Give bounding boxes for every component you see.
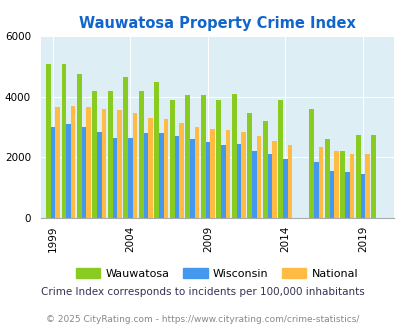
Legend: Wauwatosa, Wisconsin, National: Wauwatosa, Wisconsin, National <box>71 263 362 283</box>
Bar <box>123 77 128 218</box>
Bar <box>271 141 276 218</box>
Bar <box>241 132 245 218</box>
Bar <box>179 122 183 218</box>
Bar <box>364 154 369 218</box>
Bar <box>309 109 313 218</box>
Bar <box>117 111 121 218</box>
Bar <box>247 114 252 218</box>
Bar <box>329 171 333 218</box>
Bar <box>221 145 225 218</box>
Bar <box>333 151 338 218</box>
Bar <box>154 82 159 218</box>
Bar <box>139 91 143 218</box>
Text: © 2025 CityRating.com - https://www.cityrating.com/crime-statistics/: © 2025 CityRating.com - https://www.city… <box>46 315 359 324</box>
Bar <box>231 94 236 218</box>
Bar <box>170 100 174 218</box>
Bar <box>236 144 241 218</box>
Bar <box>339 151 344 218</box>
Bar <box>62 63 66 218</box>
Bar <box>210 129 214 218</box>
Bar <box>355 135 360 218</box>
Bar <box>46 63 51 218</box>
Bar <box>132 114 137 218</box>
Bar <box>159 133 163 218</box>
Text: Crime Index corresponds to incidents per 100,000 inhabitants: Crime Index corresponds to incidents per… <box>41 287 364 297</box>
Bar <box>55 107 60 218</box>
Bar <box>174 136 179 218</box>
Bar <box>86 107 91 218</box>
Bar <box>225 130 230 218</box>
Bar <box>252 151 256 218</box>
Bar <box>128 138 132 218</box>
Bar <box>81 127 86 218</box>
Bar <box>190 139 194 218</box>
Bar <box>148 118 153 218</box>
Bar <box>97 132 102 218</box>
Title: Wauwatosa Property Crime Index: Wauwatosa Property Crime Index <box>79 16 355 31</box>
Bar <box>143 133 148 218</box>
Bar <box>256 136 261 218</box>
Bar <box>102 109 106 218</box>
Bar <box>344 172 349 218</box>
Bar <box>194 127 199 218</box>
Bar <box>51 127 55 218</box>
Bar <box>267 154 271 218</box>
Bar <box>77 74 81 218</box>
Bar <box>200 95 205 218</box>
Bar <box>205 142 210 218</box>
Bar <box>318 147 322 218</box>
Bar <box>185 95 190 218</box>
Bar <box>324 139 329 218</box>
Bar <box>216 100 221 218</box>
Bar <box>112 138 117 218</box>
Bar <box>70 106 75 218</box>
Bar <box>92 91 97 218</box>
Bar <box>66 124 70 218</box>
Bar <box>371 135 375 218</box>
Bar <box>262 121 267 218</box>
Bar <box>108 91 112 218</box>
Bar <box>278 100 282 218</box>
Bar <box>163 119 168 218</box>
Bar <box>282 159 287 218</box>
Bar <box>287 145 292 218</box>
Bar <box>349 154 354 218</box>
Bar <box>360 174 364 218</box>
Bar <box>313 162 318 218</box>
